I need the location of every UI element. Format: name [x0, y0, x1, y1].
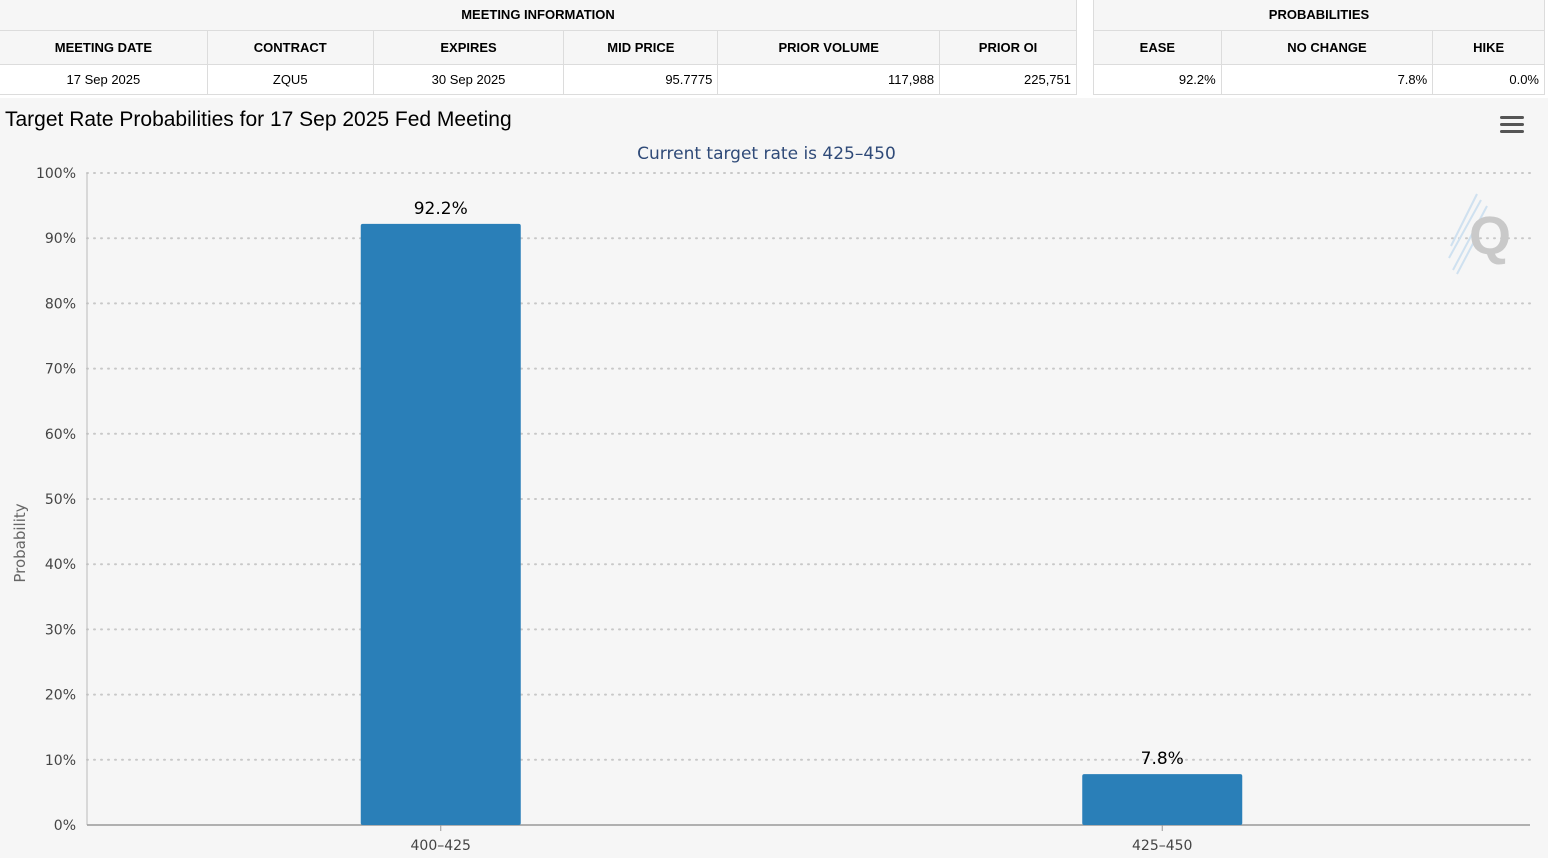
cell-no-change: 7.8% — [1220, 63, 1434, 95]
cell-mid-price: 95.7775 — [563, 63, 719, 95]
cell-hike: 0.0% — [1432, 63, 1545, 95]
column-header-no-change: NO CHANGE — [1220, 29, 1434, 65]
cell-expires: 30 Sep 2025 — [372, 63, 565, 95]
column-header-meeting-date: MEETING DATE — [0, 29, 208, 65]
table-row: 17 Sep 2025 ZQU5 30 Sep 2025 95.7775 117… — [0, 63, 1077, 95]
y-tick-label: 40% — [45, 557, 76, 573]
chart-subtitle: Current target rate is 425–450 — [637, 144, 896, 164]
y-tick-label: 0% — [54, 818, 76, 834]
probabilities-header: PROBABILITIES — [1093, 0, 1545, 31]
y-axis-title: Probability — [11, 503, 29, 582]
bar-data-label: 7.8% — [1141, 749, 1184, 769]
meeting-information-header: MEETING INFORMATION — [0, 0, 1077, 31]
cell-prior-oi: 225,751 — [939, 63, 1077, 95]
cell-prior-volume: 117,988 — [717, 63, 941, 95]
bar — [360, 223, 521, 825]
bar-data-label: 92.2% — [414, 199, 468, 219]
chart-panel: Current target rate is 425–450 0% 10% 20% 30… — [0, 98, 1548, 858]
y-tick-label: 70% — [45, 362, 76, 378]
y-tick-label: 20% — [45, 688, 76, 704]
y-tick-label: 10% — [45, 753, 76, 769]
probabilities-table: PROBABILITIES EASE NO CHANGE HIKE 92.2% … — [1093, 0, 1545, 95]
bar — [1082, 774, 1243, 825]
y-tick-label: 80% — [45, 296, 76, 312]
svg-text:Q: Q — [1469, 206, 1511, 266]
x-tick-label: 400–425 — [411, 838, 471, 854]
y-tick-label: 100% — [36, 166, 76, 182]
column-header-prior-volume: PRIOR VOLUME — [717, 29, 941, 65]
y-tick-label: 30% — [45, 622, 76, 638]
column-header-prior-oi: PRIOR OI — [939, 29, 1077, 65]
cell-meeting-date: 17 Sep 2025 — [0, 63, 208, 95]
cell-ease: 92.2% — [1093, 63, 1222, 95]
column-header-expires: EXPIRES — [372, 29, 565, 65]
y-tick-label: 50% — [45, 492, 76, 508]
meeting-information-table: MEETING INFORMATION MEETING DATE CONTRAC… — [0, 0, 1077, 95]
column-header-contract: CONTRACT — [206, 29, 374, 65]
cell-contract: ZQU5 — [206, 63, 374, 95]
menu-icon[interactable] — [1500, 115, 1525, 135]
table-row: 92.2% 7.8% 0.0% — [1093, 63, 1545, 95]
column-header-ease: EASE — [1093, 29, 1222, 65]
x-tick-label: 425–450 — [1132, 838, 1192, 854]
y-tick-label: 90% — [45, 231, 76, 247]
y-tick-label: 60% — [45, 427, 76, 443]
column-header-hike: HIKE — [1432, 29, 1545, 65]
q-watermark-icon: Q — [1448, 193, 1511, 275]
column-header-mid-price: MID PRICE — [563, 29, 719, 65]
bar-chart: Current target rate is 425–450 0% 10% 20% 30… — [11, 144, 1531, 854]
chart-title: Target Rate Probabilities for 17 Sep 202… — [5, 108, 512, 131]
